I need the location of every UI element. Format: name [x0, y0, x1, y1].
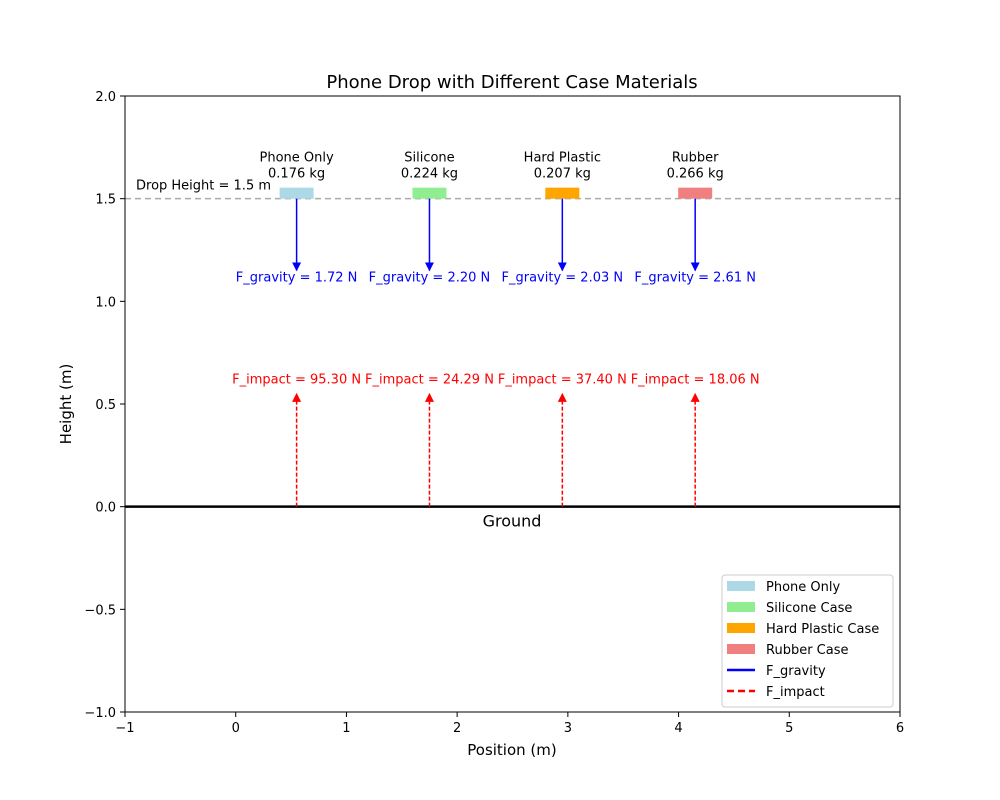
- plot-area: Drop Height = 1.5 m Ground Phone Only0.176…: [125, 151, 900, 531]
- impact-force-label: F_impact = 95.30 N: [232, 373, 361, 388]
- legend-swatch: [727, 644, 755, 654]
- legend-swatch: [727, 581, 755, 591]
- x-tick-label: 3: [564, 721, 572, 736]
- y-axis-label: Height (m): [57, 364, 75, 445]
- gravity-force-label: F_gravity = 1.72 N: [236, 271, 358, 286]
- x-tick-label: 5: [785, 721, 793, 736]
- x-tick-label: 4: [674, 721, 682, 736]
- phone-mass-label: 0.224 kg: [401, 167, 458, 182]
- phone-rect: [412, 187, 447, 199]
- legend-entry-label: F_impact: [766, 685, 825, 700]
- chart-title: Phone Drop with Different Case Materials: [326, 72, 697, 93]
- y-tick-label: 1.5: [95, 193, 116, 208]
- axes: −1 0 1 2 3 4 5 6 −1.0 −0.5 0.0 0.5 1.0 1.5 2.0: [84, 90, 904, 736]
- impact-force-label: F_impact = 18.06 N: [631, 373, 760, 388]
- x-tick-label: −1: [115, 721, 134, 736]
- phone-name-label: Phone Only: [260, 151, 334, 166]
- legend-entry-label: Rubber Case: [766, 643, 848, 658]
- legend-swatch: [727, 623, 755, 633]
- legend-entry-label: Phone Only: [766, 580, 840, 595]
- x-tick-label: 2: [453, 721, 461, 736]
- legend-entry-label: Hard Plastic Case: [766, 622, 879, 637]
- legend-swatch: [727, 602, 755, 612]
- ground-label: Ground: [483, 512, 542, 531]
- y-tick-label: 0.5: [95, 398, 116, 413]
- phone-name-label: Rubber: [672, 151, 719, 166]
- phone-mass-label: 0.207 kg: [534, 167, 591, 182]
- legend-entry-label: Silicone Case: [766, 601, 852, 616]
- y-tick-label: 1.0: [95, 295, 116, 310]
- gravity-force-label: F_gravity = 2.03 N: [502, 271, 624, 286]
- phone-name-label: Hard Plastic: [524, 151, 601, 166]
- impact-force-label: F_impact = 24.29 N: [365, 373, 494, 388]
- x-tick-label: 0: [232, 721, 240, 736]
- phone-rect: [678, 187, 713, 199]
- gravity-force-label: F_gravity = 2.20 N: [369, 271, 491, 286]
- gravity-force-label: F_gravity = 2.61 N: [634, 271, 756, 286]
- y-tick-label: −1.0: [84, 706, 116, 721]
- x-axis-label: Position (m): [467, 741, 557, 759]
- x-tick-label: 1: [342, 721, 350, 736]
- phone-mass-label: 0.176 kg: [268, 167, 325, 182]
- phone-name-label: Silicone: [404, 151, 454, 166]
- x-tick-label: 6: [896, 721, 904, 736]
- y-tick-label: 2.0: [95, 90, 116, 105]
- y-tick-label: 0.0: [95, 501, 116, 516]
- legend-entry-label: F_gravity: [766, 664, 826, 679]
- legend-box: [721, 574, 894, 708]
- phone-mass-label: 0.266 kg: [667, 167, 724, 182]
- impact-force-label: F_impact = 37.40 N: [498, 373, 627, 388]
- y-tick-label: −0.5: [84, 603, 116, 618]
- legend: Phone Only Silicone Case Hard Plastic Case…: [721, 574, 894, 708]
- phone-rect: [279, 187, 314, 199]
- drop-height-label: Drop Height = 1.5 m: [136, 179, 271, 194]
- phone-rect: [545, 187, 580, 199]
